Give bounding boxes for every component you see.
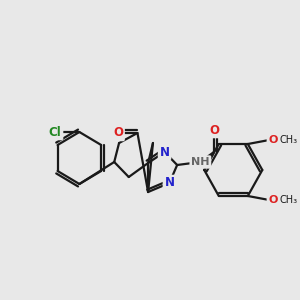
Text: Cl: Cl — [49, 125, 61, 139]
Text: N: N — [160, 146, 170, 158]
Text: O: O — [113, 127, 123, 140]
Text: NH: NH — [191, 157, 210, 167]
Text: CH₃: CH₃ — [280, 195, 298, 205]
Text: CH₃: CH₃ — [280, 135, 298, 145]
Text: N: N — [164, 176, 174, 190]
Text: O: O — [209, 124, 219, 136]
Text: O: O — [268, 195, 278, 205]
Text: O: O — [268, 135, 278, 145]
